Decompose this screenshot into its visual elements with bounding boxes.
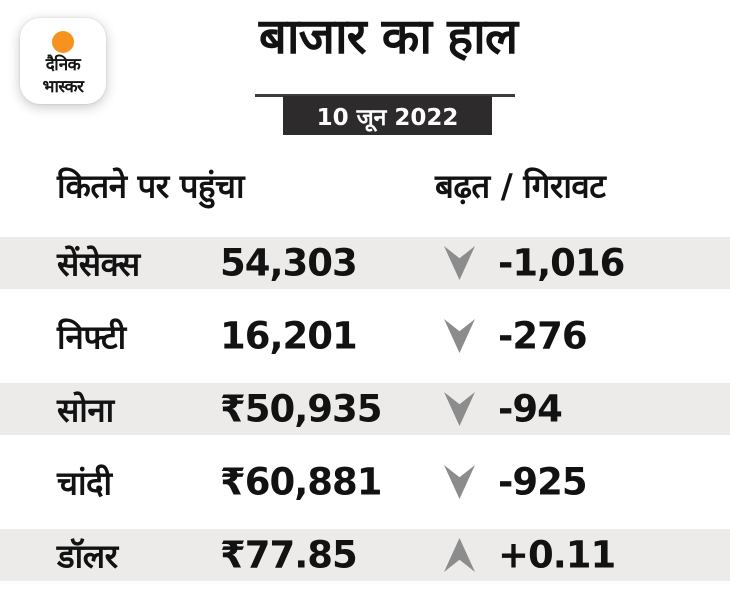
instrument-label: चांदी xyxy=(57,463,112,503)
dainik-bhaskar-logo: दैनिक भास्कर xyxy=(20,18,106,104)
column-header-change: बढ़त / गिरावट xyxy=(435,166,606,206)
change-value: -925 xyxy=(498,460,588,504)
table-row-dollar: डॉलर ₹77.85 +0.11 xyxy=(0,529,730,581)
down-arrow-icon xyxy=(444,465,475,499)
instrument-value: ₹50,935 xyxy=(220,387,383,431)
instrument-value: 16,201 xyxy=(220,314,358,358)
instrument-label: सोना xyxy=(57,390,114,430)
column-header-reached: कितने पर पहुंचा xyxy=(57,166,245,206)
table-row-nifty: निफ्टी 16,201 -276 xyxy=(0,289,730,383)
page-title: बाजार का हाल xyxy=(258,8,518,65)
date-text: 10 जून 2022 xyxy=(316,104,459,131)
date-badge: 10 जून 2022 xyxy=(283,96,492,135)
instrument-label: सेंसेक्स xyxy=(57,244,140,284)
down-arrow-icon xyxy=(444,246,475,280)
down-arrow-icon xyxy=(444,392,475,426)
instrument-label: डॉलर xyxy=(57,536,118,576)
logo-text-line1: दैनिक xyxy=(45,55,81,75)
instrument-value: ₹77.85 xyxy=(220,533,358,577)
table-row-silver: चांदी ₹60,881 -925 xyxy=(0,435,730,529)
instrument-value: 54,303 xyxy=(220,241,358,285)
market-table: सेंसेक्स 54,303 -1,016 निफ्टी 16,201 -27… xyxy=(0,237,730,581)
sun-icon xyxy=(52,31,74,53)
title-underline xyxy=(255,94,515,97)
instrument-label: निफ्टी xyxy=(57,317,126,357)
table-row-gold: सोना ₹50,935 -94 xyxy=(0,383,730,435)
down-arrow-icon xyxy=(444,319,475,353)
change-value: -94 xyxy=(498,387,563,431)
instrument-value: ₹60,881 xyxy=(220,460,383,504)
table-row-sensex: सेंसेक्स 54,303 -1,016 xyxy=(0,237,730,289)
change-value: -276 xyxy=(498,314,588,358)
logo-text-line2: भास्कर xyxy=(42,77,84,97)
up-arrow-icon xyxy=(444,538,475,572)
change-value: +0.11 xyxy=(498,533,616,577)
change-value: -1,016 xyxy=(498,241,625,285)
table-header-row: कितने पर पहुंचा बढ़त / गिरावट xyxy=(0,160,730,210)
